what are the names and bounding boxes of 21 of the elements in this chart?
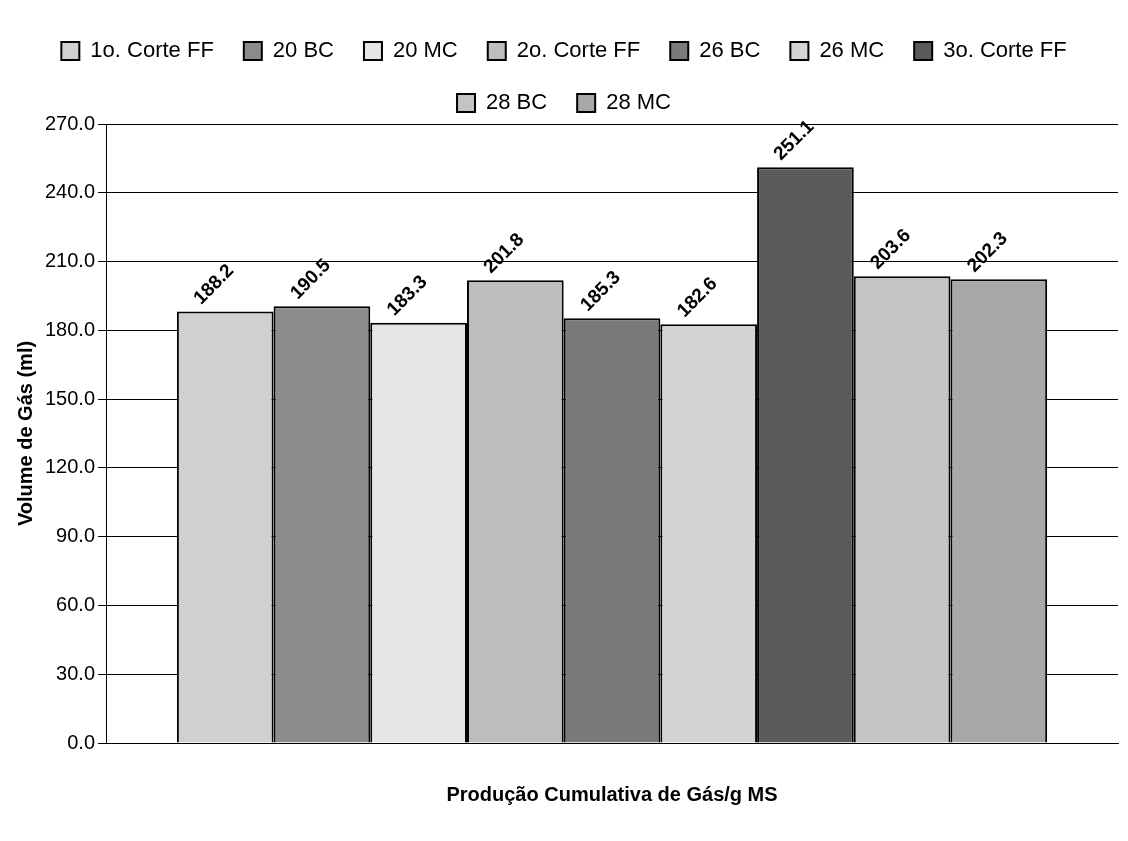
y-axis-title: Volume de Gás (ml) — [13, 340, 36, 527]
y-tick-label: 150.0 — [44, 386, 96, 409]
legend-label: 28 MC — [606, 89, 672, 115]
legend-label: 26 MC — [819, 37, 885, 63]
legend-label: 20 MC — [392, 37, 458, 63]
y-tick-label: 180.0 — [44, 317, 96, 340]
legend-label: 1o. Corte FF — [90, 37, 214, 63]
y-tick-label: 60.0 — [56, 592, 96, 615]
legend-label: 28 BC — [486, 89, 548, 115]
y-tick-label: 120.0 — [44, 455, 96, 478]
y-tick-label: 0.0 — [67, 730, 96, 753]
legend-label: 3o. Corte FF — [943, 37, 1067, 63]
legend-label: 20 BC — [272, 37, 335, 63]
y-tick-label: 30.0 — [56, 661, 96, 684]
y-tick-label: 240.0 — [44, 180, 96, 203]
y-tick-label: 270.0 — [44, 111, 96, 134]
x-axis-title: Produção Cumulativa de Gás/g MS — [446, 782, 778, 805]
legend-label: 2o. Corte FF — [516, 37, 641, 63]
y-tick-label: 210.0 — [44, 249, 96, 272]
legend-label: 26 BC — [699, 37, 761, 63]
y-tick-label: 90.0 — [56, 524, 96, 547]
